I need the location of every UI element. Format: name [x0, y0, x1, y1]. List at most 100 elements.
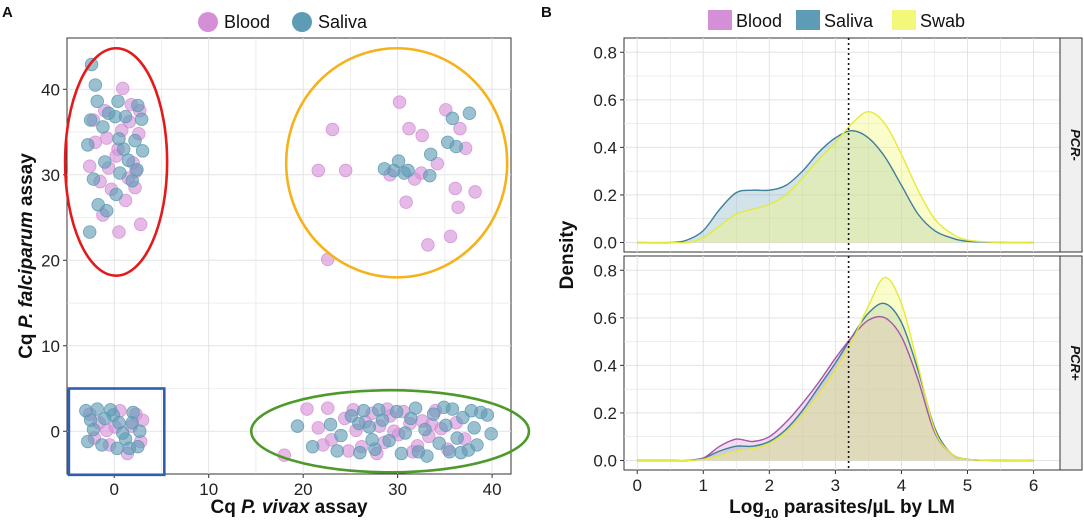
density-line-swab [637, 276, 1034, 462]
point-saliva [432, 436, 446, 450]
point-saliva [112, 132, 126, 146]
x-axis-label-b: Log10 parasites/µL by LM [729, 497, 955, 521]
point-saliva [90, 94, 104, 108]
point-saliva [125, 416, 139, 430]
point-saliva [484, 427, 498, 441]
point-blood [99, 131, 114, 145]
point-saliva [131, 439, 145, 454]
point-saliva [83, 413, 98, 427]
point-saliva [408, 401, 423, 415]
facet-pcr-pos-lines [637, 276, 1034, 462]
density-area-saliva [637, 303, 1034, 461]
point-saliva [134, 112, 149, 126]
legend-a-blood-swatch [198, 12, 218, 32]
density-area-swab [637, 277, 1034, 461]
point-saliva [98, 155, 112, 169]
legend-a-saliva-label: Saliva [318, 12, 368, 32]
point-saliva [442, 445, 457, 459]
highlight-ellipse [284, 46, 509, 279]
y-tick-label: 20 [41, 251, 60, 270]
point-saliva [398, 426, 412, 440]
legend-a: Blood Saliva [198, 12, 368, 32]
point-blood [399, 195, 413, 209]
y-tick-label: 0 [51, 422, 60, 441]
plot-a: 0 10 20 30 40 0 10 20 30 40 [41, 37, 531, 499]
y-axis-label-b: Density [557, 220, 578, 289]
point-saliva [470, 438, 484, 452]
x-tick-label: 0 [632, 476, 641, 495]
point-blood [321, 401, 335, 415]
point-saliva [418, 422, 432, 437]
point-blood [338, 163, 353, 178]
point-blood [311, 163, 325, 178]
point-blood [421, 238, 435, 252]
x-tick-label: 10 [199, 480, 218, 499]
point-saliva [353, 445, 367, 460]
point-saliva [352, 416, 366, 431]
plot-a-annotations [63, 46, 531, 477]
point-saliva [382, 433, 396, 448]
facet-pcr-pos-strip [1059, 255, 1083, 471]
point-saliva [454, 445, 468, 460]
y-tick-label: 0.0 [593, 233, 617, 252]
x-tick-label: 2 [765, 476, 774, 495]
x-tick-label: 20 [294, 480, 313, 499]
point-blood [118, 193, 133, 208]
legend-a-blood-label: Blood [224, 12, 270, 32]
point-blood [443, 229, 458, 244]
point-saliva [424, 147, 438, 161]
y-tick-label: 30 [41, 166, 60, 185]
facet-pcr-neg-frame [623, 37, 1061, 253]
highlight-ellipse [249, 388, 531, 474]
point-saliva [480, 408, 495, 422]
point-saliva [389, 404, 404, 419]
facet-pcr-pos-label: PCR+ [1068, 345, 1083, 380]
point-saliva [96, 120, 110, 134]
panel-b-letter: B [541, 4, 552, 21]
legend-a-saliva-swatch [292, 12, 312, 32]
panel-a-letter: A [2, 4, 13, 21]
point-saliva [99, 203, 114, 218]
point-blood [453, 121, 467, 136]
point-saliva [116, 426, 130, 440]
facet-pcr-neg-label: PCR- [1068, 129, 1083, 161]
point-saliva [356, 404, 371, 418]
point-saliva [131, 98, 145, 113]
point-saliva [88, 78, 103, 92]
point-saliva [113, 166, 127, 180]
x-tick-label: 4 [897, 476, 906, 495]
point-blood [402, 121, 416, 136]
point-blood [82, 159, 97, 173]
y-tick-label: 40 [41, 80, 60, 99]
point-saliva [111, 94, 125, 108]
point-saliva [391, 154, 406, 168]
point-saliva [467, 421, 481, 435]
point-saliva [394, 446, 409, 461]
x-tick-label: 3 [831, 476, 840, 495]
point-saliva [449, 139, 463, 154]
point-saliva [90, 402, 104, 416]
point-saliva [133, 424, 147, 438]
legend-b-saliva-swatch [796, 10, 820, 30]
point-saliva [290, 419, 305, 433]
point-saliva [83, 113, 98, 127]
point-saliva [450, 431, 464, 445]
point-saliva [397, 166, 411, 180]
point-saliva [81, 138, 95, 152]
y-tick-label: 0.6 [593, 309, 617, 328]
y-tick-label: 0.2 [593, 186, 617, 205]
point-saliva [109, 187, 123, 202]
highlight-ellipse [63, 46, 169, 277]
point-saliva [423, 168, 437, 183]
facet-pcr-neg: PCR- [623, 37, 1083, 253]
point-blood [448, 181, 462, 196]
point-saliva [130, 162, 144, 177]
facet-pcr-pos-frame [623, 255, 1061, 471]
point-blood [133, 217, 148, 232]
point-saliva [101, 106, 116, 120]
y-tick-label: 0.6 [593, 91, 617, 110]
point-blood [99, 423, 114, 438]
point-saliva [305, 439, 320, 454]
point-saliva [323, 417, 338, 432]
